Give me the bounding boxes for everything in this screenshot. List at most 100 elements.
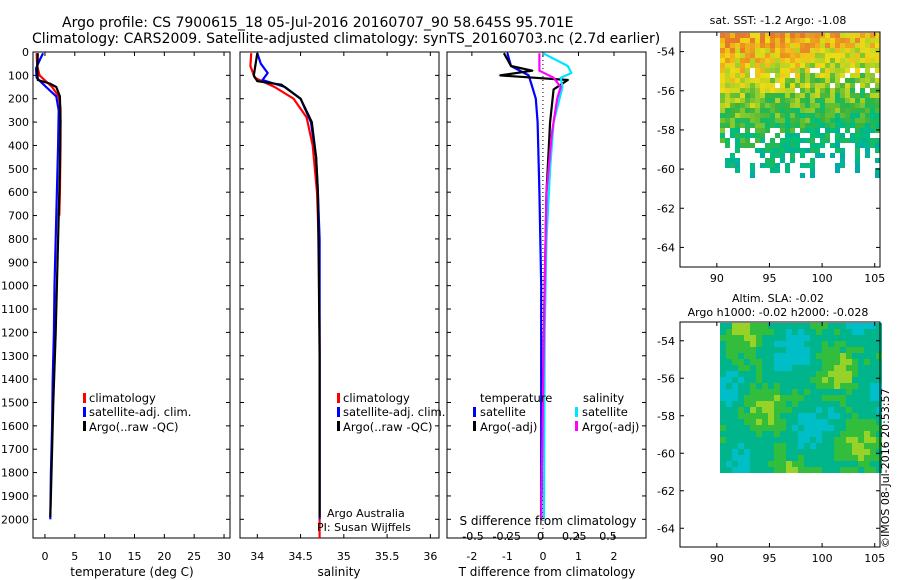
sst-cell (765, 93, 770, 98)
salinity-legend: climatology satellite-adj. clim. Argo(..… (337, 391, 445, 434)
legend-label-satellite: satellite-adj. clim. (343, 405, 445, 419)
sla-cell (870, 371, 876, 377)
sst-cell (795, 63, 800, 68)
sla-cell (870, 383, 876, 389)
sla-cell (846, 323, 852, 329)
sla-cell (792, 437, 798, 443)
sla-cell (810, 341, 816, 347)
sst-cell (745, 48, 750, 53)
sla-cell (798, 419, 804, 425)
sla-cell (834, 329, 840, 335)
sla-cell (798, 455, 804, 461)
sla-cell (828, 389, 834, 395)
sla-cell (744, 395, 750, 401)
sla-cell (768, 425, 774, 431)
map-ytick-label: -64 (657, 241, 675, 254)
sst-cell (795, 138, 800, 143)
sst-cell (865, 148, 870, 153)
sst-cell (855, 43, 860, 48)
sla-cell (828, 395, 834, 401)
sla-cell (720, 365, 726, 371)
sla-cell (834, 365, 840, 371)
sst-cell (875, 43, 880, 48)
sla-cell (804, 341, 810, 347)
sla-cell (738, 347, 744, 353)
sst-cell (810, 158, 815, 163)
sla-cell (834, 401, 840, 407)
sst-cell (835, 33, 840, 38)
sla-cell (780, 431, 786, 437)
sst-cell (730, 108, 735, 113)
sst-cell (745, 93, 750, 98)
sla-cell (792, 353, 798, 359)
sla-cell (834, 467, 840, 473)
sst-heatmap (720, 33, 880, 178)
sla-cell (780, 461, 786, 467)
sla-cell (816, 395, 822, 401)
sst-cell (750, 163, 755, 168)
sst-cell (735, 168, 740, 173)
sst-cell (720, 113, 725, 118)
sst-cell (810, 113, 815, 118)
sla-cell (804, 329, 810, 335)
sla-cell (738, 455, 744, 461)
sst-cell (845, 138, 850, 143)
temperature-ticks: 0 5 10 15 20 25 30 (41, 52, 231, 563)
sla-cell (780, 437, 786, 443)
sst-cell (855, 153, 860, 158)
sla-cell (738, 359, 744, 365)
sst-cell (810, 53, 815, 58)
sla-cell (756, 365, 762, 371)
xtick-label: 1 (575, 550, 582, 563)
sst-cell (860, 98, 865, 103)
sst-cell (845, 128, 850, 133)
sla-cell (762, 353, 768, 359)
sst-cell (865, 68, 870, 73)
sla-cell (786, 335, 792, 341)
sla-cell (816, 437, 822, 443)
depth-ticks: 0100200300400500600700800900100011001200… (1, 46, 230, 526)
sla-cell (804, 377, 810, 383)
sst-cell (835, 98, 840, 103)
sst-cell (860, 73, 865, 78)
sst-cell (805, 123, 810, 128)
salinity-lines (249, 52, 321, 538)
sla-cell (762, 467, 768, 473)
sst-cell (845, 93, 850, 98)
sst-cell (850, 108, 855, 113)
sla-xticks: 90 95 100 105 (710, 322, 885, 565)
sst-cell (825, 78, 830, 83)
sst-cell (875, 173, 880, 178)
legend-swatch-argo (337, 421, 340, 431)
sla-cell (846, 335, 852, 341)
sst-cell (845, 58, 850, 63)
sla-cell (798, 335, 804, 341)
sst-cell (770, 33, 775, 38)
sst-cell (865, 48, 870, 53)
sst-cell (860, 48, 865, 53)
sla-cell (732, 383, 738, 389)
sla-cell (762, 407, 768, 413)
sst-cell (835, 123, 840, 128)
xtick-label: 20 (157, 550, 171, 563)
sla-cell (720, 395, 726, 401)
sst-cell (755, 43, 760, 48)
sla-cell (744, 401, 750, 407)
sla-cell (744, 377, 750, 383)
legend-swatch-climatology (337, 393, 340, 403)
sla-cell (852, 407, 858, 413)
sst-cell (735, 48, 740, 53)
sla-cell (768, 371, 774, 377)
sla-cell (720, 467, 726, 473)
sst-cell (815, 113, 820, 118)
sst-cell (745, 123, 750, 128)
sst-cell (770, 168, 775, 173)
sst-cell (850, 93, 855, 98)
sst-cell (785, 48, 790, 53)
sla-cell (786, 407, 792, 413)
sla-cell (804, 353, 810, 359)
sst-cell (790, 38, 795, 43)
sla-cell (786, 449, 792, 455)
sla-cell (774, 335, 780, 341)
sst-cell (725, 123, 730, 128)
